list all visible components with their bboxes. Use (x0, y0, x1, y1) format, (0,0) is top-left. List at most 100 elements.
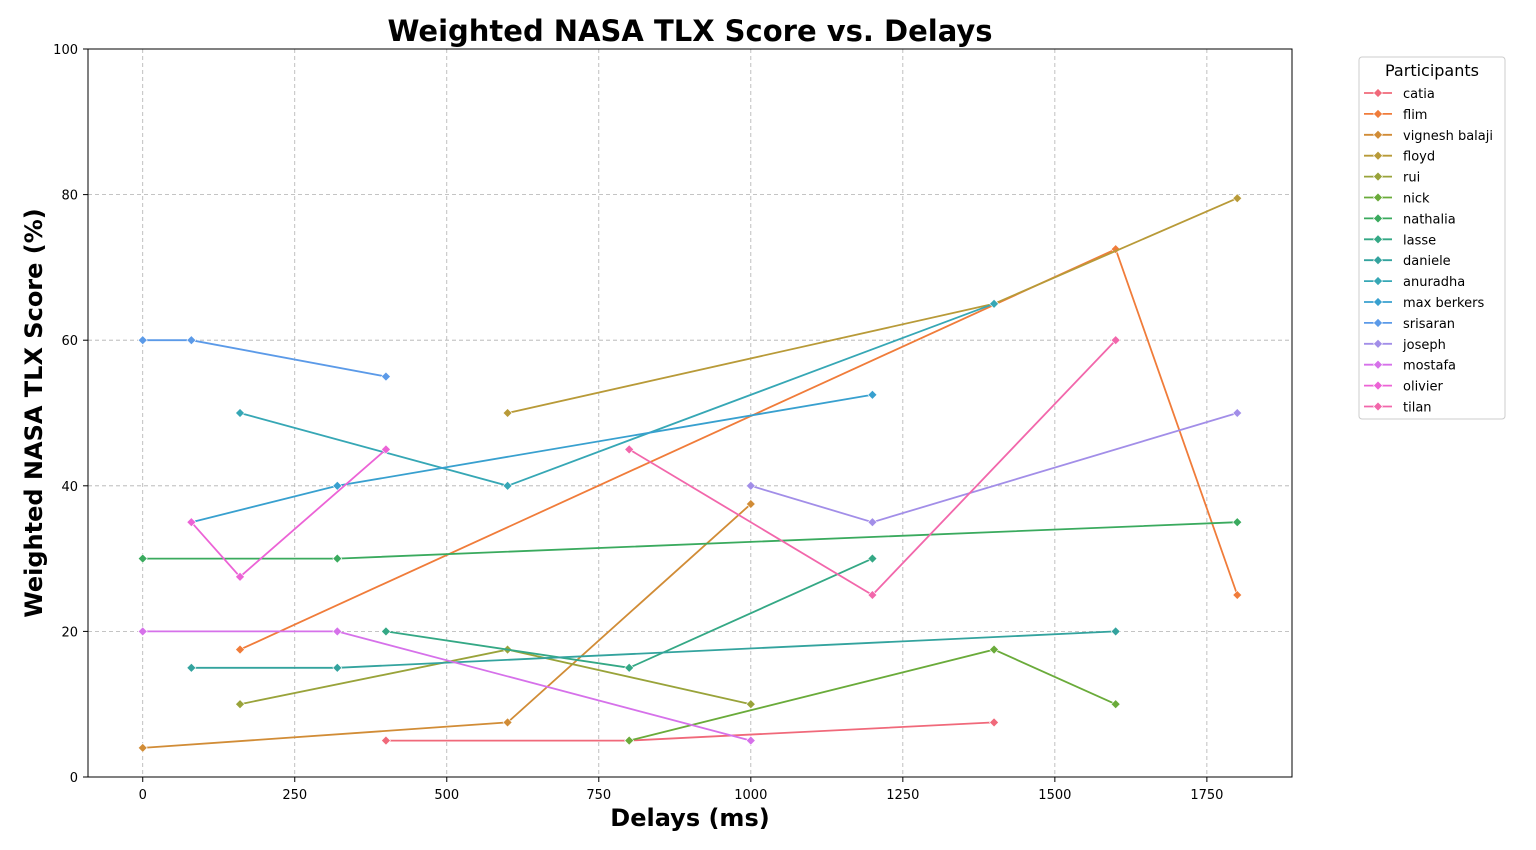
data-point-joseph (1232, 408, 1243, 418)
data-point-nick (624, 735, 635, 746)
legend-swatch-marker (1373, 255, 1383, 266)
data-point-mostafa (332, 626, 343, 637)
legend-label: srisaran (1403, 317, 1455, 332)
data-point-floyd (502, 408, 513, 418)
data-point-olivier (381, 444, 391, 455)
data-point-max-berkers (867, 389, 878, 400)
legend-item-olivier: olivier (1364, 380, 1443, 395)
series-line-nathalia (142, 521, 1238, 560)
legend-label: olivier (1403, 380, 1443, 395)
data-point-rui (745, 699, 756, 710)
data-point-srisaran (186, 335, 197, 346)
x-tick-label: 1250 (886, 788, 919, 803)
data-point-olivier (186, 517, 197, 528)
x-tick-label: 750 (586, 788, 611, 803)
legend-swatch-marker (1373, 129, 1383, 140)
series-lasse (381, 553, 878, 673)
legend-swatch-marker (1373, 171, 1383, 182)
series-line-daniele (191, 630, 1116, 669)
series-line-rui (239, 648, 751, 706)
series-line-srisaran (142, 339, 387, 378)
data-point-nathalia (332, 553, 343, 564)
legend-item-daniele: daniele (1364, 254, 1451, 269)
legend-item-nathalia: nathalia (1364, 212, 1456, 227)
data-point-tilan (867, 590, 878, 600)
legend-item-nick: nick (1364, 192, 1430, 207)
x-axis-title: Delays (ms) (610, 804, 769, 832)
legend-swatch-marker (1373, 150, 1383, 161)
legend-swatch-marker (1373, 317, 1383, 328)
series-rui (235, 644, 756, 710)
y-tick-label: 80 (61, 189, 78, 204)
legend-item-anuradha: anuradha (1364, 275, 1465, 290)
y-tick-label: 20 (61, 625, 78, 640)
data-point-daniele (186, 662, 197, 673)
data-point-vignesh-balaji (745, 499, 756, 509)
series-layer (137, 193, 1243, 753)
data-point-max-berkers (332, 480, 343, 491)
legend-label: joseph (1402, 338, 1446, 353)
series-srisaran (137, 335, 391, 382)
legend-swatch-marker (1373, 338, 1383, 349)
data-point-joseph (867, 517, 878, 528)
data-point-anuradha (235, 408, 245, 418)
series-nick (624, 644, 1121, 746)
legend-item-lasse: lasse (1364, 233, 1436, 248)
data-point-daniele (1110, 626, 1121, 637)
data-point-flim (235, 644, 245, 655)
legend-item-mostafa: mostafa (1364, 359, 1456, 374)
legend-label: rui (1403, 171, 1420, 186)
legend-swatch-marker (1373, 401, 1383, 412)
legend-label: max berkers (1403, 296, 1484, 311)
legend-swatch-marker (1373, 213, 1383, 224)
legend-items: catia flim vignesh balaji floyd rui nick natha… (1364, 87, 1493, 416)
legend-label: anuradha (1403, 275, 1465, 290)
data-point-anuradha (502, 480, 513, 491)
series-daniele (186, 626, 1121, 673)
data-point-catia (381, 735, 391, 746)
series-nathalia (137, 517, 1243, 564)
legend-item-vignesh-balaji: vignesh balaji (1364, 129, 1493, 144)
data-point-nathalia (137, 553, 148, 564)
data-point-catia (989, 717, 999, 728)
legend-swatch-marker (1373, 108, 1383, 119)
series-line-max-berkers (191, 393, 873, 524)
y-tick-label: 60 (61, 334, 78, 349)
legend-label: tilan (1403, 401, 1432, 416)
legend-label: daniele (1403, 254, 1451, 269)
y-tick-label: 0 (70, 771, 78, 786)
legend-swatch-marker (1373, 88, 1383, 98)
x-tick-label: 250 (282, 788, 307, 803)
data-point-daniele (332, 662, 343, 673)
data-point-nick (989, 644, 999, 655)
legend-swatch-marker (1373, 297, 1383, 307)
data-point-lasse (624, 662, 635, 673)
plot-frame (87, 48, 1293, 778)
data-point-vignesh-balaji (137, 742, 148, 753)
legend-label: nathalia (1403, 212, 1456, 227)
data-point-srisaran (381, 371, 391, 382)
series-max-berkers (186, 389, 878, 528)
y-axis-title: Weighted NASA TLX Score (%) (20, 208, 48, 618)
data-point-mostafa (745, 735, 756, 746)
legend-item-tilan: tilan (1364, 401, 1432, 416)
legend-item-rui: rui (1364, 171, 1420, 186)
legend-label: catia (1403, 87, 1435, 102)
data-point-nathalia (1232, 517, 1243, 528)
chart-title: Weighted NASA TLX Score vs. Delays (387, 14, 992, 48)
x-tick-label: 500 (434, 788, 459, 803)
legend-item-flim: flim (1364, 108, 1427, 123)
legend-swatch-marker (1373, 359, 1383, 370)
y-tick-label: 40 (61, 480, 78, 495)
series-tilan (624, 335, 1121, 600)
data-point-vignesh-balaji (502, 717, 513, 728)
data-point-flim (1232, 590, 1243, 600)
series-line-anuradha (239, 302, 995, 487)
legend-label: vignesh balaji (1403, 129, 1493, 144)
legend-swatch-marker (1373, 192, 1383, 203)
data-point-srisaran (137, 335, 148, 346)
data-point-lasse (381, 626, 391, 637)
legend-title: Participants (1385, 61, 1479, 80)
legend-label: flim (1403, 108, 1427, 123)
